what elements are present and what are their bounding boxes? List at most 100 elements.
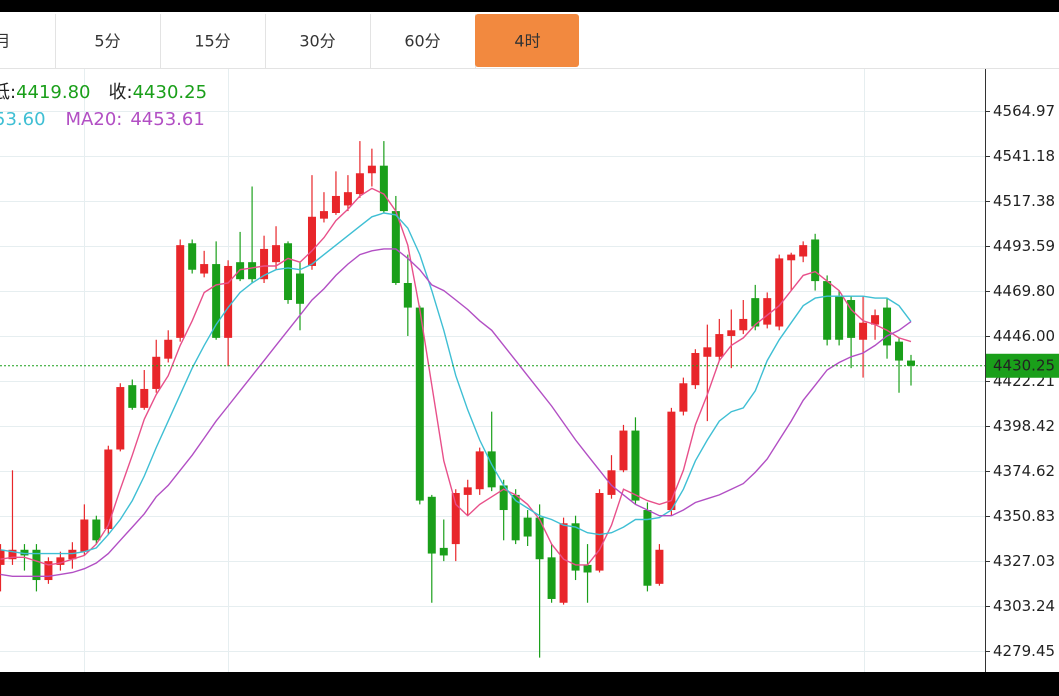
candle-body — [571, 523, 580, 571]
candle-body — [188, 243, 197, 270]
candle-body — [367, 165, 376, 174]
candle-body — [499, 485, 508, 511]
plot — [0, 141, 985, 658]
candle-body — [715, 334, 724, 357]
candle-body — [655, 549, 664, 584]
tab-label[interactable]: 30分 — [299, 32, 335, 51]
candle-body — [487, 451, 496, 488]
candle-body — [451, 493, 460, 545]
candle-body — [823, 281, 832, 340]
info-value: 53.60 — [0, 109, 46, 130]
candle-body — [116, 387, 125, 450]
candle-body — [176, 245, 185, 338]
candle-body — [128, 385, 137, 408]
y-tick-label: 4327.03 — [993, 552, 1055, 570]
last-price-label: 4430.25 — [993, 356, 1055, 374]
candle-body — [104, 449, 113, 529]
candle-body — [763, 298, 772, 325]
candle-body — [847, 300, 856, 338]
candle-body — [787, 254, 796, 261]
candle-body — [0, 549, 5, 565]
info-value: 4430.25 — [133, 82, 207, 103]
candle-body — [307, 216, 316, 266]
candle-body — [403, 282, 412, 308]
info-label: MA20: — [66, 109, 123, 130]
ma-line — [0, 187, 912, 566]
candle-body — [559, 523, 568, 603]
candle-body — [331, 195, 340, 213]
tab-label[interactable]: 5分 — [94, 32, 120, 51]
tab-label[interactable]: 月 — [0, 32, 11, 51]
candle-body — [164, 339, 173, 359]
candle-body — [379, 165, 388, 212]
ma-line — [0, 212, 912, 555]
tab-active-bg — [475, 14, 579, 67]
candle-body — [511, 494, 520, 541]
info-value: 4453.61 — [130, 109, 204, 130]
y-tick-label: 4541.18 — [993, 147, 1055, 165]
candle-body — [20, 549, 29, 556]
candle-body — [355, 173, 364, 195]
candle-body — [583, 564, 592, 573]
candle-body — [427, 496, 436, 554]
tab-bar: 月 5分 15分 30分 60分 4时 — [0, 14, 579, 68]
candle-body — [212, 264, 221, 338]
grid — [0, 111, 985, 652]
candle-body — [739, 318, 748, 331]
candle-body — [80, 519, 89, 552]
candle-body — [631, 430, 640, 501]
candle-body — [607, 470, 616, 495]
candle-body — [296, 273, 305, 304]
candle-body — [799, 245, 808, 257]
candle-body — [535, 517, 544, 560]
candle-body — [475, 451, 484, 490]
y-tick-label: 4350.83 — [993, 507, 1055, 525]
candle-body — [92, 519, 101, 541]
candle-body — [907, 360, 915, 366]
candle-body — [32, 549, 41, 581]
info-value: 4419.80 — [16, 82, 90, 103]
candle-body — [703, 347, 712, 357]
candle-body — [415, 307, 424, 501]
candle-body — [272, 245, 281, 263]
candle-body — [775, 258, 784, 327]
candle-body — [859, 322, 868, 340]
candle-body — [619, 430, 628, 471]
candle-body — [463, 487, 472, 495]
tab-label[interactable]: 15分 — [194, 32, 230, 51]
info-label: 低: — [0, 82, 16, 103]
candle-body — [200, 264, 209, 274]
y-tick-label: 4517.38 — [993, 192, 1055, 210]
axis-labels: 4564.97 4541.18 4517.38 4493.59 4469.80 4446.… — [985, 102, 1059, 660]
candle-body — [439, 547, 448, 556]
tab-label[interactable]: 60分 — [404, 32, 440, 51]
candle-body — [44, 561, 53, 581]
candle-body — [871, 315, 880, 325]
candle-body — [260, 248, 269, 280]
candle-body — [811, 239, 820, 282]
tab-label[interactable]: 4时 — [514, 32, 540, 51]
info: 低:4419.80 收:4430.25 53.60 MA20: 4453.61 — [0, 82, 207, 130]
y-tick-label: 4279.45 — [993, 642, 1055, 660]
candle-body — [883, 307, 892, 346]
candle-body — [8, 549, 17, 560]
y-tick-label: 4564.97 — [993, 102, 1055, 120]
candle-body — [835, 296, 844, 340]
candle-body — [224, 265, 233, 338]
candle-body — [56, 557, 65, 565]
y-tick-label: 4398.42 — [993, 417, 1055, 435]
candle-body — [140, 388, 149, 408]
y-tick-label: 4374.62 — [993, 462, 1055, 480]
candle-body — [679, 383, 688, 412]
candle-body — [895, 341, 904, 361]
candle-body — [152, 356, 161, 389]
candle-body — [691, 352, 700, 386]
candle-body — [248, 262, 257, 280]
candle-body — [68, 549, 77, 560]
candle-body — [343, 192, 352, 206]
candle-body — [319, 211, 328, 219]
candle-body — [391, 211, 400, 283]
candle-body — [523, 517, 532, 537]
y-tick-label: 4469.80 — [993, 282, 1055, 300]
